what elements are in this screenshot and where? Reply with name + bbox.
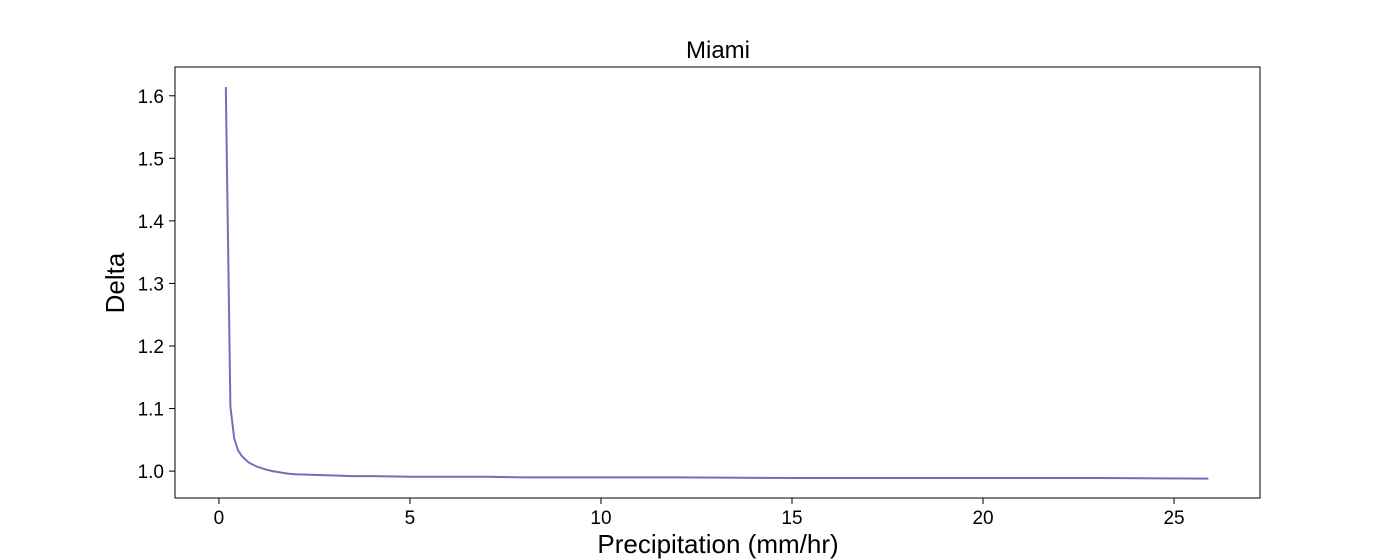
y-tick-label: 1.6 [138, 87, 164, 108]
x-tick-label: 25 [1163, 508, 1184, 529]
y-tick-label: 1.0 [138, 462, 164, 483]
plot-frame [174, 66, 1261, 499]
plot-background [175, 67, 1260, 498]
x-tick-label: 20 [972, 508, 993, 529]
chart-title: Miami [686, 37, 750, 64]
plot-area: 0 5 10 15 20 25 1.0 1.1 1.2 1.3 1.4 1.5 1.6 [138, 66, 1261, 529]
x-tick-label: 10 [590, 508, 611, 529]
x-tick-label: 5 [405, 508, 416, 529]
y-tick-label: 1.3 [138, 274, 164, 295]
x-tick-label: 15 [781, 508, 802, 529]
y-tick-label: 1.1 [138, 400, 164, 421]
x-axis-title: Precipitation (mm/hr) [597, 529, 838, 559]
y-tick-label: 1.2 [138, 337, 164, 358]
y-tick-label: 1.5 [138, 149, 164, 170]
y-axis-title: Delta [100, 252, 130, 313]
y-tick-label: 1.4 [138, 212, 165, 233]
x-tick-label: 0 [214, 508, 225, 529]
series-line-1 [224, 87, 1209, 480]
